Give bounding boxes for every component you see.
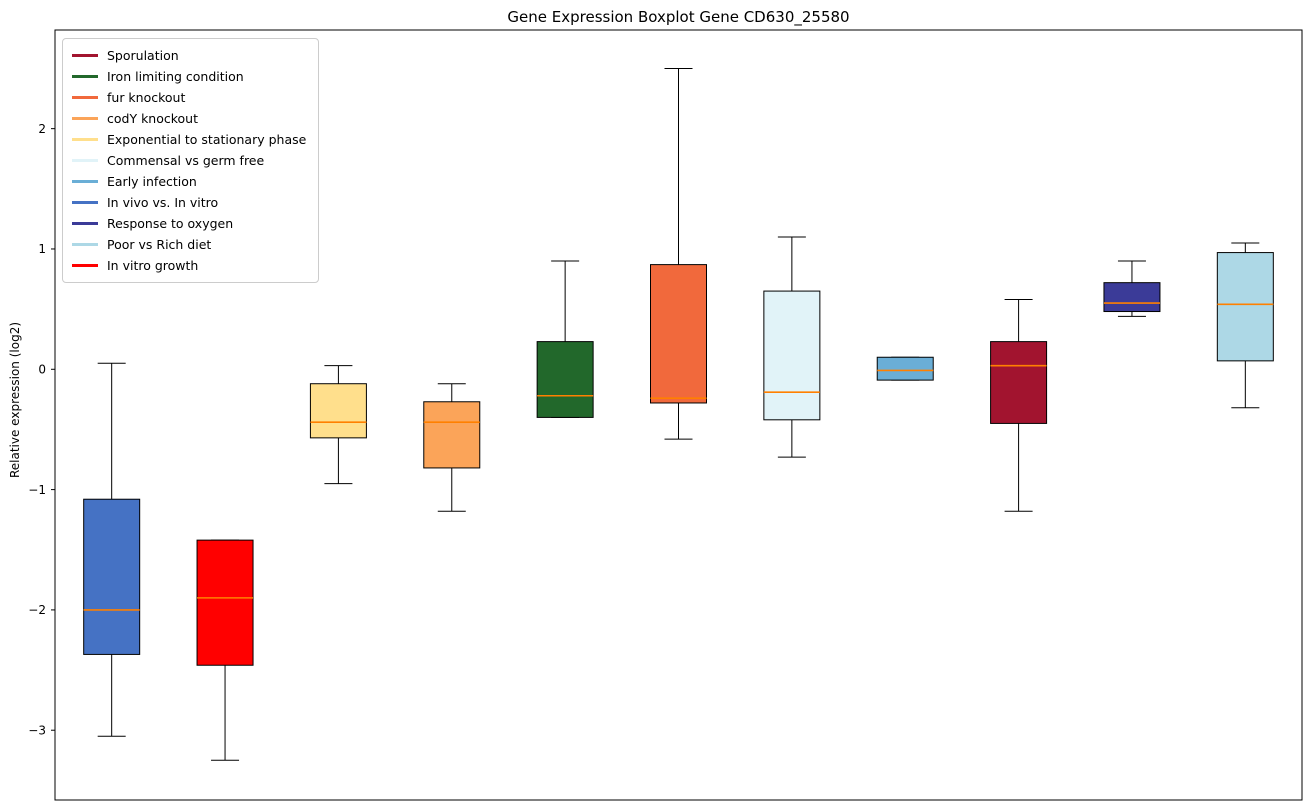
boxplot-box-poor-vs-rich-diet xyxy=(1216,242,1274,409)
box-body xyxy=(1103,282,1161,313)
box-body xyxy=(196,539,254,666)
boxplot-box-in-vivo-vs-in-vitro xyxy=(83,362,141,737)
legend-swatch xyxy=(72,159,98,162)
y-axis-label: Relative expression (log2) xyxy=(8,321,22,479)
boxplot-box-in-vitro-growth xyxy=(196,539,254,761)
legend-label: Commensal vs germ free xyxy=(107,153,265,168)
y-tick-label: −2 xyxy=(28,603,46,617)
y-tick-label: −3 xyxy=(28,723,46,737)
boxplot-box-early-infection xyxy=(876,356,934,381)
legend-label: codY knockout xyxy=(107,111,199,126)
legend-item: Poor vs Rich diet xyxy=(72,234,306,255)
legend-label: Poor vs Rich diet xyxy=(107,237,212,252)
legend-swatch xyxy=(72,222,98,225)
legend-label: In vivo vs. In vitro xyxy=(107,195,219,210)
legend-label: Iron limiting condition xyxy=(107,69,244,84)
legend-label: Sporulation xyxy=(107,48,179,63)
legend-item: fur knockout xyxy=(72,87,306,108)
boxplot-box-exponential-to-stationary-phase xyxy=(309,365,367,485)
box-body xyxy=(309,383,367,439)
legend-swatch xyxy=(72,180,98,183)
box-body xyxy=(536,341,594,418)
legend-swatch xyxy=(72,54,98,57)
legend-item: In vitro growth xyxy=(72,255,306,276)
chart-title: Gene Expression Boxplot Gene CD630_25580 xyxy=(507,8,850,26)
legend-item: In vivo vs. In vitro xyxy=(72,192,306,213)
boxplot-box-iron-limiting-condition xyxy=(536,260,594,418)
box-body xyxy=(763,290,821,421)
box-body xyxy=(650,264,707,404)
legend-item: codY knockout xyxy=(72,108,306,129)
legend-label: Early infection xyxy=(107,174,197,189)
box-body xyxy=(1216,252,1274,362)
legend-swatch xyxy=(72,138,98,141)
legend-label: Response to oxygen xyxy=(107,216,234,231)
legend-item: Early infection xyxy=(72,171,306,192)
legend-swatch xyxy=(72,264,98,267)
y-tick-label: 1 xyxy=(38,242,46,256)
legend-item: Exponential to stationary phase xyxy=(72,129,306,150)
boxplot-box-fur-knockout xyxy=(650,68,707,440)
plot-area xyxy=(54,29,1303,801)
legend: Sporulation Iron limiting condition fur kn… xyxy=(62,38,320,283)
boxplot-box-response-to-oxygen xyxy=(1103,260,1161,317)
legend-swatch xyxy=(72,243,98,246)
y-tick-label: −1 xyxy=(28,483,46,497)
legend-item: Commensal vs germ free xyxy=(72,150,306,171)
box-body xyxy=(83,498,141,655)
boxplot-box-cody-knockout xyxy=(423,383,481,512)
legend-item: Iron limiting condition xyxy=(72,66,306,87)
box-body xyxy=(876,356,934,381)
legend-swatch xyxy=(72,201,98,204)
box-body xyxy=(423,401,481,469)
legend-item: Response to oxygen xyxy=(72,213,306,234)
boxplot-box-sporulation xyxy=(990,299,1048,512)
legend-swatch xyxy=(72,117,98,120)
box-body xyxy=(990,341,1048,424)
legend-item: Sporulation xyxy=(72,45,306,66)
y-tick-label: 2 xyxy=(38,122,46,136)
legend-swatch xyxy=(72,96,98,99)
boxplot-box-commensal-vs-germ-free xyxy=(763,236,821,458)
legend-label: fur knockout xyxy=(107,90,186,105)
legend-label: In vitro growth xyxy=(107,258,199,273)
y-tick-label: 0 xyxy=(38,362,46,376)
legend-swatch xyxy=(72,75,98,78)
legend-label: Exponential to stationary phase xyxy=(107,132,307,147)
